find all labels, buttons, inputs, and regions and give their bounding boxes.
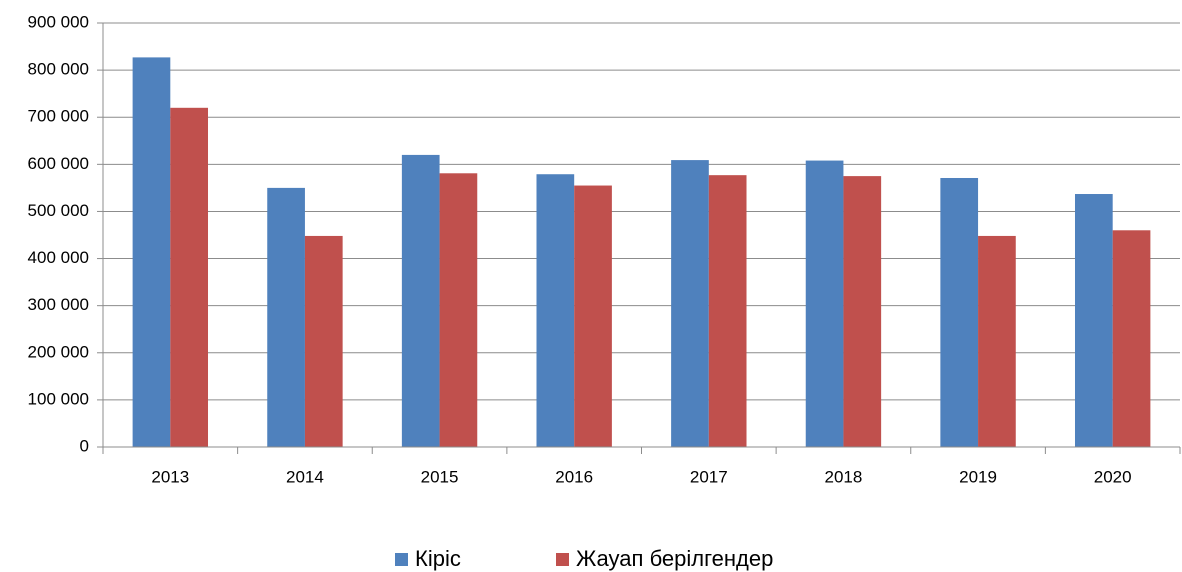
bar	[536, 174, 575, 447]
x-tick-label: 2020	[1094, 467, 1132, 486]
x-tick-label: 2013	[151, 467, 189, 486]
bar	[978, 235, 1016, 447]
x-tick-label: 2018	[825, 467, 863, 486]
y-tick-label: 900 000	[28, 12, 89, 31]
bar	[170, 107, 209, 448]
bar	[708, 175, 747, 447]
legend-label: Кіріс	[415, 546, 461, 571]
bar	[805, 160, 844, 447]
bar	[439, 173, 478, 448]
legend-swatch	[556, 553, 569, 566]
x-tick-label: 2017	[690, 467, 728, 486]
y-tick-label: 100 000	[28, 389, 89, 408]
bar	[574, 185, 612, 448]
legend-label: Жауап берілгендер	[576, 546, 773, 571]
bar	[1112, 230, 1151, 447]
y-tick-label: 0	[80, 436, 89, 455]
y-tick-label: 500 000	[28, 201, 89, 220]
y-tick-label: 600 000	[28, 154, 89, 173]
bar	[671, 160, 709, 448]
y-tick-label: 800 000	[28, 60, 89, 79]
bar	[304, 235, 343, 447]
y-tick-label: 200 000	[28, 342, 89, 361]
y-tick-label: 300 000	[28, 295, 89, 314]
x-tick-label: 2016	[555, 467, 593, 486]
x-tick-label: 2015	[421, 467, 459, 486]
bar	[401, 154, 440, 447]
x-tick-label: 2014	[286, 467, 324, 486]
bar	[132, 57, 171, 447]
y-tick-label: 700 000	[28, 107, 89, 126]
bar	[267, 187, 305, 447]
x-tick-label: 2019	[959, 467, 997, 486]
bar	[843, 176, 882, 447]
bar	[1074, 194, 1113, 447]
legend-swatch	[395, 553, 408, 566]
y-tick-label: 400 000	[28, 248, 89, 267]
bar	[940, 177, 979, 448]
